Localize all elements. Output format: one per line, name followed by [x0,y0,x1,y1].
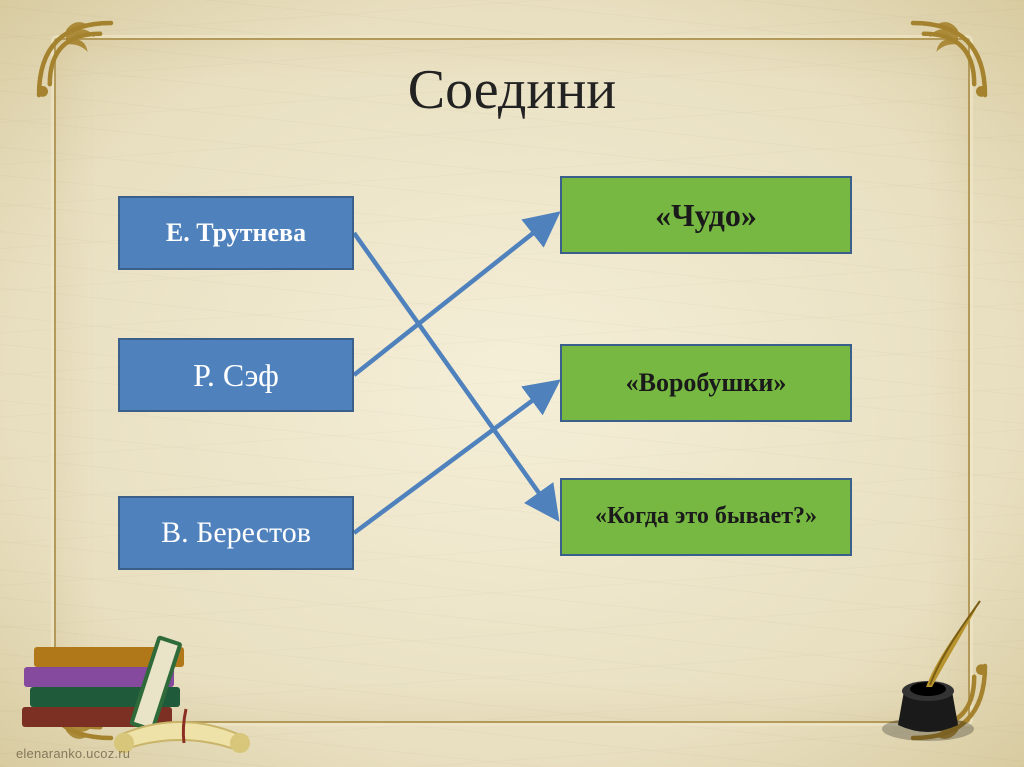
inkwell-decoration [868,595,988,745]
work-kogda: «Когда это бывает?» [560,478,852,556]
books-decoration [12,589,272,759]
author-berestov: В. Берестов [118,496,354,570]
match-arrow [354,233,556,517]
author-trutneva: Е. Трутнева [118,196,354,270]
watermark: elenaranko.ucoz.ru [16,746,130,761]
match-arrow [354,383,556,533]
work-chudo: «Чудо» [560,176,852,254]
match-arrow [354,215,556,375]
work-vorobushki: «Воробушки» [560,344,852,422]
author-sef: Р. Сэф [118,338,354,412]
